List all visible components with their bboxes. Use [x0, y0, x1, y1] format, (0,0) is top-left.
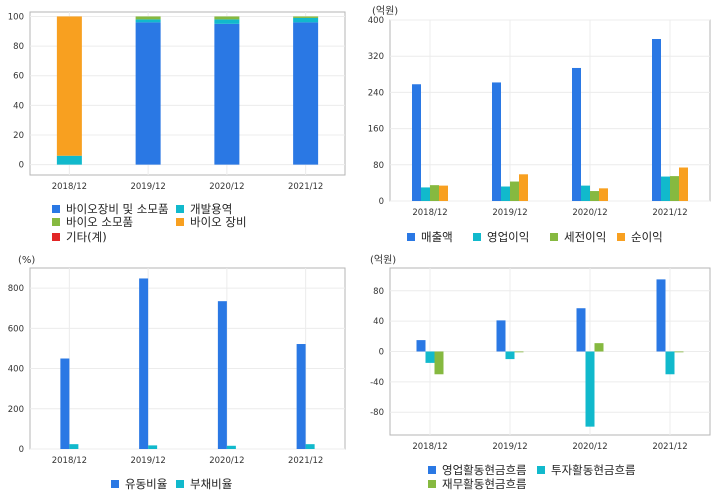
bar [496, 320, 506, 352]
x-tick-label: 2018/12 [52, 456, 87, 466]
bar [296, 344, 306, 449]
bar [599, 188, 608, 201]
bar [430, 185, 439, 201]
y-tick-label: 100 [8, 12, 24, 22]
x-tick-label: 2021/12 [288, 456, 323, 466]
bar [293, 22, 319, 165]
bar [519, 174, 528, 201]
bar [652, 39, 661, 201]
bar [594, 343, 604, 352]
x-tick-label: 2018/12 [52, 182, 87, 192]
y-tick-label: 200 [8, 405, 24, 415]
bar [135, 19, 161, 23]
bar [135, 22, 161, 165]
y-tick-label: 40 [13, 101, 24, 111]
bar [135, 16, 161, 20]
bar [293, 16, 319, 18]
y-tick-label: 160 [368, 125, 384, 135]
x-tick-label: 2021/12 [652, 442, 687, 452]
x-tick-label: 2019/12 [492, 442, 527, 452]
x-tick-label: 2021/12 [288, 182, 323, 192]
unit-label: (억원) [370, 254, 396, 266]
y-tick-label: 240 [368, 88, 384, 98]
bar [492, 82, 501, 201]
y-tick-label: 0 [379, 348, 384, 358]
bar [293, 17, 319, 23]
bar [217, 301, 227, 449]
bar [656, 279, 666, 352]
bar [514, 351, 524, 353]
bar [434, 351, 444, 375]
y-tick-label: 0 [379, 197, 384, 207]
bar [572, 67, 581, 201]
plot-area [389, 19, 711, 202]
unit-label: (억원) [372, 5, 398, 17]
bar [661, 176, 670, 201]
y-tick-label: 80 [373, 161, 384, 171]
unit-label: (%) [18, 255, 35, 266]
x-tick-label: 2018/12 [412, 208, 447, 218]
bar [226, 445, 236, 449]
bar [505, 351, 515, 360]
bar [425, 351, 435, 363]
y-tick-label: -80 [370, 408, 384, 418]
bar [214, 23, 240, 165]
x-tick-label: 2019/12 [130, 456, 165, 466]
y-tick-label: 80 [13, 42, 24, 52]
y-tick-label: 20 [13, 131, 24, 141]
bar [214, 19, 240, 24]
bar [679, 167, 688, 201]
bar [439, 185, 448, 201]
bar [412, 84, 421, 201]
bar [581, 185, 590, 201]
x-tick-label: 2020/12 [209, 456, 244, 466]
x-tick-label: 2020/12 [209, 182, 244, 192]
y-tick-label: 0 [19, 445, 24, 455]
bar [670, 176, 679, 201]
y-tick-label: 320 [368, 52, 384, 62]
bar [56, 155, 82, 165]
y-tick-label: 600 [8, 324, 24, 334]
y-tick-label: 0 [19, 161, 24, 171]
bar [148, 445, 158, 449]
y-tick-label: 60 [13, 72, 24, 82]
y-tick-label: 40 [373, 317, 384, 327]
bar [305, 444, 315, 449]
bar [214, 16, 240, 20]
y-tick-label: 400 [368, 16, 384, 26]
y-tick-label: 800 [8, 284, 24, 294]
bar [56, 16, 82, 156]
plot-area [29, 11, 346, 176]
y-tick-label: 80 [373, 287, 384, 297]
x-tick-label: 2021/12 [652, 208, 687, 218]
y-tick-label: -40 [370, 378, 384, 388]
bar [510, 181, 519, 201]
bar [60, 358, 70, 449]
x-tick-label: 2020/12 [572, 442, 607, 452]
bar [69, 444, 79, 449]
x-tick-label: 2020/12 [572, 208, 607, 218]
bar [590, 191, 599, 201]
bar [139, 278, 149, 449]
x-tick-label: 2019/12 [492, 208, 527, 218]
bar [665, 351, 675, 375]
bar [416, 340, 426, 352]
y-tick-label: 400 [8, 365, 24, 375]
x-tick-label: 2018/12 [412, 442, 447, 452]
x-tick-label: 2019/12 [130, 182, 165, 192]
plot-area [29, 267, 346, 450]
bar [674, 351, 684, 353]
bar [576, 308, 586, 352]
bar [421, 187, 430, 201]
bar [501, 186, 510, 201]
bar [585, 351, 595, 427]
